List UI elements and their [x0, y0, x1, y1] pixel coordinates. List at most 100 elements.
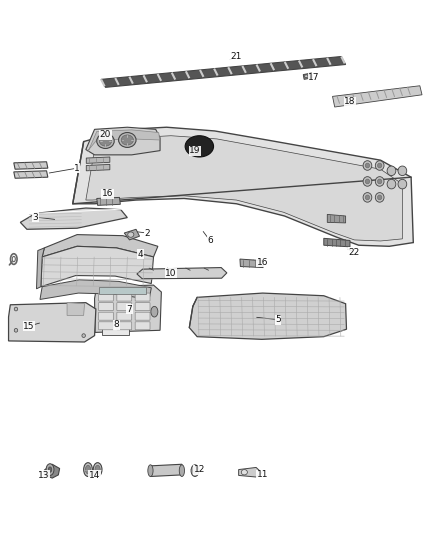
- Ellipse shape: [46, 464, 54, 475]
- Text: 11: 11: [257, 471, 268, 479]
- Ellipse shape: [378, 179, 382, 184]
- Text: 10: 10: [165, 269, 177, 278]
- Text: 16: 16: [102, 189, 113, 198]
- Text: 6: 6: [207, 237, 213, 246]
- Ellipse shape: [378, 195, 382, 200]
- Ellipse shape: [191, 465, 199, 477]
- Ellipse shape: [375, 192, 384, 202]
- FancyBboxPatch shape: [99, 303, 113, 311]
- Ellipse shape: [93, 463, 102, 477]
- Ellipse shape: [99, 136, 112, 146]
- Ellipse shape: [14, 328, 18, 332]
- FancyBboxPatch shape: [117, 293, 132, 301]
- Ellipse shape: [365, 179, 370, 184]
- FancyBboxPatch shape: [117, 322, 132, 330]
- Polygon shape: [327, 214, 346, 223]
- Ellipse shape: [398, 166, 407, 175]
- Polygon shape: [324, 238, 350, 247]
- Polygon shape: [150, 464, 182, 477]
- Ellipse shape: [151, 306, 158, 317]
- Ellipse shape: [365, 163, 370, 168]
- Polygon shape: [14, 162, 48, 169]
- Ellipse shape: [398, 179, 407, 189]
- Polygon shape: [41, 246, 153, 287]
- Text: 13: 13: [38, 471, 49, 480]
- Polygon shape: [137, 268, 227, 279]
- Polygon shape: [240, 259, 263, 268]
- Text: 22: 22: [349, 248, 360, 257]
- FancyBboxPatch shape: [99, 322, 113, 330]
- Text: 14: 14: [89, 471, 100, 480]
- Ellipse shape: [241, 470, 247, 475]
- Polygon shape: [9, 303, 96, 342]
- Text: 4: 4: [138, 250, 143, 259]
- Text: 20: 20: [100, 130, 111, 139]
- Ellipse shape: [363, 161, 372, 170]
- FancyBboxPatch shape: [135, 322, 150, 330]
- Text: 5: 5: [275, 315, 281, 324]
- FancyBboxPatch shape: [99, 312, 113, 320]
- Text: 15: 15: [23, 321, 35, 330]
- Text: 1: 1: [74, 164, 80, 173]
- Polygon shape: [189, 293, 346, 340]
- Ellipse shape: [148, 465, 153, 477]
- Ellipse shape: [304, 75, 308, 77]
- Ellipse shape: [193, 467, 197, 474]
- Ellipse shape: [363, 176, 372, 186]
- Text: 8: 8: [113, 320, 119, 329]
- Text: 7: 7: [127, 304, 132, 313]
- Ellipse shape: [387, 166, 396, 175]
- Polygon shape: [332, 86, 422, 107]
- Polygon shape: [20, 208, 127, 229]
- Polygon shape: [97, 197, 120, 205]
- Polygon shape: [40, 280, 151, 300]
- Polygon shape: [42, 235, 158, 257]
- Polygon shape: [36, 248, 44, 289]
- Polygon shape: [67, 303, 85, 316]
- Bar: [102, 325, 130, 335]
- Polygon shape: [86, 165, 110, 171]
- Text: 18: 18: [344, 97, 356, 106]
- FancyBboxPatch shape: [117, 303, 132, 311]
- Ellipse shape: [179, 465, 184, 477]
- Polygon shape: [86, 157, 110, 164]
- Ellipse shape: [85, 465, 91, 474]
- Ellipse shape: [128, 232, 134, 237]
- Polygon shape: [73, 127, 413, 246]
- Bar: [99, 287, 146, 294]
- Ellipse shape: [82, 334, 85, 337]
- Polygon shape: [124, 229, 140, 240]
- Text: 12: 12: [194, 465, 205, 474]
- Ellipse shape: [119, 133, 136, 148]
- Text: 2: 2: [144, 229, 150, 238]
- Ellipse shape: [14, 307, 18, 311]
- Polygon shape: [239, 467, 262, 477]
- Ellipse shape: [121, 135, 134, 145]
- Ellipse shape: [185, 136, 214, 157]
- Ellipse shape: [363, 192, 372, 202]
- Polygon shape: [101, 56, 346, 87]
- FancyBboxPatch shape: [135, 293, 150, 301]
- Ellipse shape: [84, 463, 92, 477]
- Polygon shape: [303, 73, 312, 79]
- Ellipse shape: [378, 163, 382, 168]
- Text: 19: 19: [189, 146, 201, 155]
- FancyBboxPatch shape: [135, 312, 150, 320]
- Ellipse shape: [375, 176, 384, 186]
- FancyBboxPatch shape: [117, 312, 132, 320]
- Ellipse shape: [48, 467, 52, 472]
- Polygon shape: [86, 127, 160, 155]
- Ellipse shape: [365, 195, 370, 200]
- Text: 3: 3: [33, 213, 39, 222]
- Polygon shape: [14, 171, 48, 178]
- FancyBboxPatch shape: [135, 303, 150, 311]
- Ellipse shape: [95, 465, 100, 474]
- Text: 16: 16: [257, 258, 268, 266]
- Ellipse shape: [387, 179, 396, 189]
- Polygon shape: [88, 130, 159, 152]
- Text: 17: 17: [308, 73, 320, 82]
- FancyBboxPatch shape: [99, 293, 113, 301]
- Ellipse shape: [97, 134, 114, 149]
- Ellipse shape: [375, 161, 384, 170]
- Polygon shape: [86, 136, 403, 241]
